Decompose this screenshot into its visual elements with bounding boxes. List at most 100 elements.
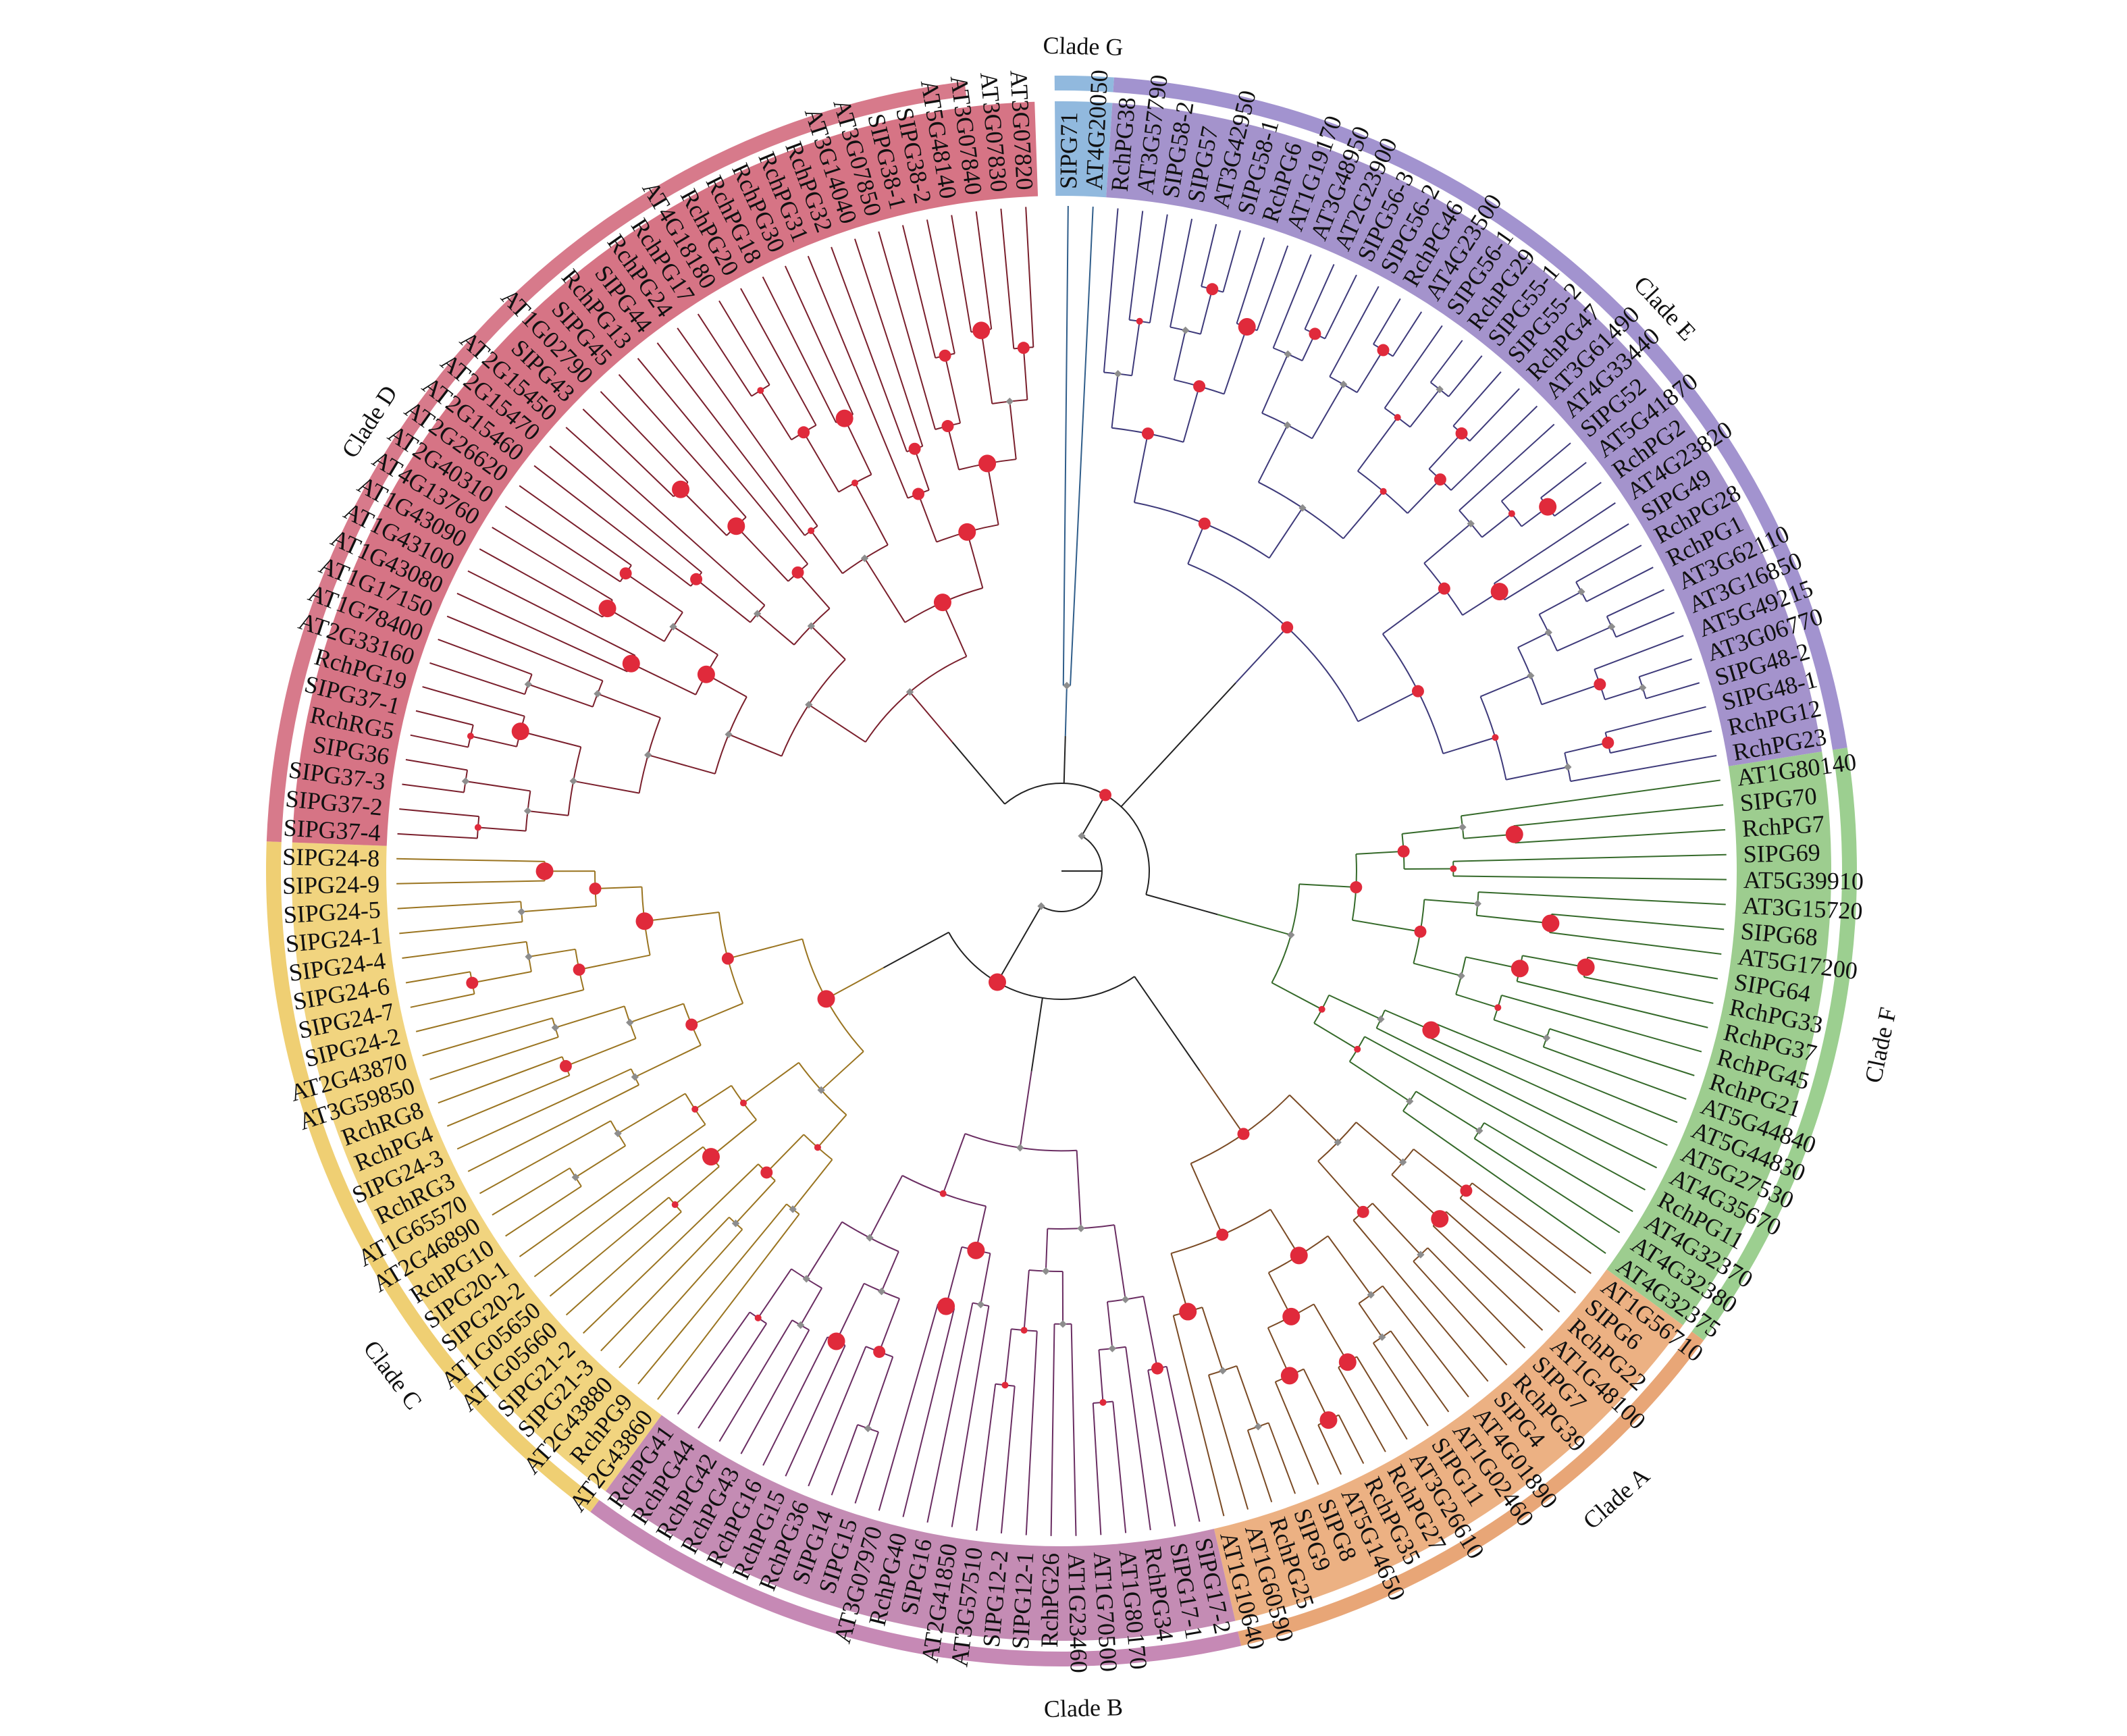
branch-segment xyxy=(1452,371,1502,427)
branch-segment xyxy=(1390,1330,1450,1413)
branch-segment xyxy=(909,691,953,743)
node-support-marker xyxy=(1284,350,1292,359)
node-support-marker xyxy=(1411,685,1424,698)
clade-label-c: Clade C xyxy=(359,1336,427,1415)
branch-segment xyxy=(951,215,972,332)
branch-segment xyxy=(1450,405,1538,491)
leaf-label-sipg37-4: SIPG37-4 xyxy=(283,814,382,847)
branch-segment xyxy=(657,1213,800,1400)
branch-segment xyxy=(1358,1303,1383,1338)
branch-segment xyxy=(1269,1209,1300,1256)
node-support-marker xyxy=(817,990,835,1008)
branch-segment xyxy=(843,418,872,475)
branch-segment xyxy=(810,530,843,574)
branch-segment xyxy=(1392,311,1423,357)
branch-segment xyxy=(549,1196,670,1297)
branch-segment xyxy=(472,971,532,984)
branch-segment xyxy=(1267,1422,1296,1494)
branch-segment xyxy=(597,693,661,718)
tree-branches xyxy=(396,206,1727,1536)
node-support-marker xyxy=(511,722,529,741)
node-support-marker xyxy=(1406,1097,1414,1105)
node-support-marker xyxy=(802,1275,810,1283)
tree-backbone xyxy=(883,682,1236,1072)
node-support-marker xyxy=(721,952,734,965)
node-support-marker xyxy=(1414,925,1427,938)
branch-segment xyxy=(1217,914,1292,936)
node-support-marker xyxy=(1544,629,1552,637)
clade-label-a: Clade A xyxy=(1578,1462,1655,1534)
branch-segment xyxy=(634,1045,702,1078)
branch-segment xyxy=(762,276,837,423)
branch-segment xyxy=(1342,491,1384,540)
node-support-marker xyxy=(1399,1158,1407,1166)
branch-segment xyxy=(595,886,642,890)
branch-segment xyxy=(1353,1219,1489,1382)
branch-segment xyxy=(625,573,683,613)
branch-segment xyxy=(1170,1253,1189,1312)
branch-segment xyxy=(1554,481,1602,517)
branch-segment xyxy=(1025,207,1034,348)
branch-segment xyxy=(1338,1415,1365,1465)
node-support-marker xyxy=(753,610,762,618)
node-support-marker xyxy=(1577,958,1595,976)
node-support-marker xyxy=(524,680,532,689)
branch-segment xyxy=(1004,1329,1012,1386)
branch-segment xyxy=(446,615,603,682)
branch-segment xyxy=(926,1303,974,1523)
branch-segment xyxy=(1501,994,1702,1053)
node-support-marker xyxy=(1594,678,1606,691)
branch-segment xyxy=(1402,826,1463,835)
branch-segment xyxy=(617,1093,686,1134)
branch-segment xyxy=(1338,1367,1386,1452)
branch-segment xyxy=(429,662,525,695)
node-support-marker xyxy=(474,824,481,831)
branch-segment xyxy=(826,967,884,1000)
branch-segment xyxy=(1112,1401,1127,1533)
branch-segment xyxy=(618,374,747,518)
branch-segment xyxy=(945,1246,963,1307)
node-support-marker xyxy=(1377,344,1390,357)
branch-segment xyxy=(1429,340,1463,383)
branch-segment xyxy=(1092,1402,1102,1535)
branch-segment xyxy=(565,1038,636,1067)
node-support-marker xyxy=(789,1205,797,1213)
branch-segment xyxy=(1271,982,1323,1010)
branch-segment xyxy=(1453,853,1727,862)
node-support-marker xyxy=(1380,488,1387,495)
node-support-marker xyxy=(626,1018,634,1026)
node-support-marker xyxy=(614,1129,622,1138)
branch-segment xyxy=(422,686,525,717)
node-support-marker xyxy=(1542,1034,1551,1042)
branch-segment xyxy=(1606,589,1664,617)
clade-branches-e xyxy=(1103,208,1717,783)
branch-segment xyxy=(831,1424,858,1496)
backbone-segment xyxy=(883,931,949,969)
branch-segment xyxy=(521,905,597,913)
node-support-marker xyxy=(1422,1021,1440,1039)
branch-segment xyxy=(1610,730,1712,754)
leaf-label-sipg24-5: SIPG24-5 xyxy=(283,896,382,928)
node-support-marker xyxy=(1280,1367,1298,1385)
branch-segment xyxy=(1098,1349,1104,1403)
branch-segment xyxy=(820,1051,864,1091)
node-support-marker xyxy=(635,912,654,930)
branch-segment xyxy=(926,219,955,354)
backbone-node xyxy=(989,973,1006,991)
branch-segment xyxy=(1575,544,1642,583)
clade-band-d xyxy=(292,101,1039,846)
branch-segment xyxy=(600,391,689,483)
branch-segment xyxy=(1415,1090,1480,1132)
branch-segment xyxy=(1402,1110,1606,1254)
branch-segment xyxy=(878,1298,900,1352)
branch-segment xyxy=(397,833,477,839)
clade-label-g: Clade G xyxy=(1043,32,1124,61)
node-support-marker xyxy=(939,349,951,362)
branch-segment xyxy=(691,1003,743,1026)
branch-segment xyxy=(456,1068,632,1150)
backbone-segment xyxy=(1081,794,1106,837)
branch-segment xyxy=(808,1346,867,1487)
branch-segment xyxy=(1513,804,1724,827)
node-support-marker xyxy=(1198,517,1211,530)
